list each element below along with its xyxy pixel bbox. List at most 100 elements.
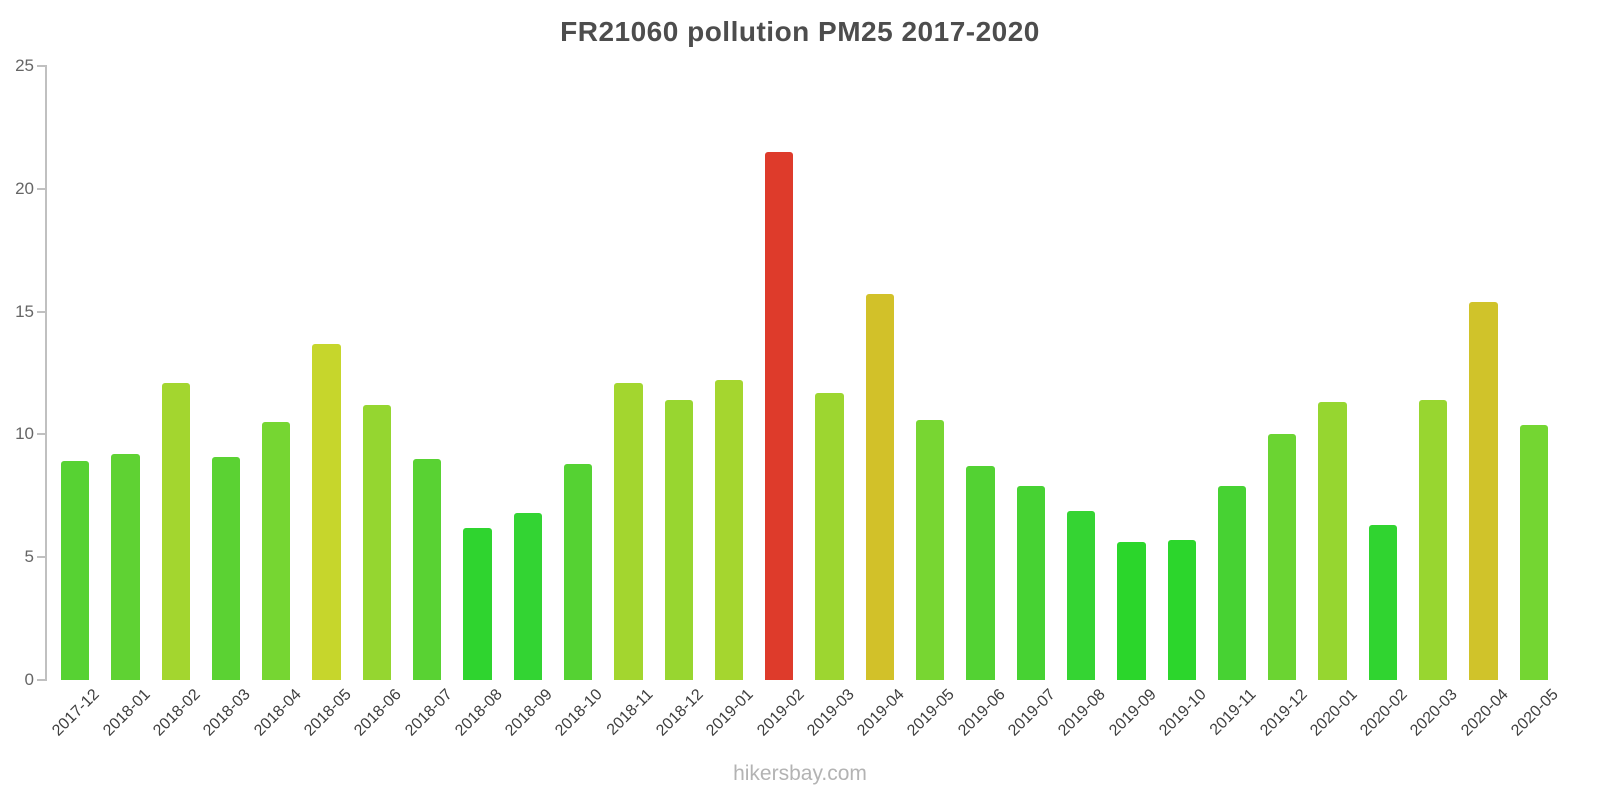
x-tick-label: 2019-09 (1105, 686, 1160, 740)
y-tick-label: 15 (15, 301, 34, 321)
bar-slot: 2019-01 (703, 66, 757, 740)
x-tick-label: 2019-03 (804, 686, 858, 740)
bar-slot: 2020-05 (1508, 66, 1562, 740)
bar-slot: 2020-01 (1307, 66, 1361, 740)
bar-slot: 2018-12 (653, 66, 707, 740)
bar-slot: 2019-05 (905, 66, 958, 740)
bar-slot: 2019-04 (854, 66, 908, 740)
bar-2018-02 (161, 382, 190, 680)
x-tick-label: 2018-08 (452, 686, 506, 740)
bar-2019-04 (865, 294, 895, 680)
x-tick-label: 2018-01 (99, 686, 154, 740)
bar-2019-09 (1117, 542, 1146, 680)
bar-2019-01 (714, 380, 744, 680)
x-tick-label: 2018-11 (603, 686, 657, 739)
y-tick-mark (37, 556, 47, 559)
x-tick-label: 2020-05 (1508, 686, 1562, 740)
bar-2018-07 (413, 458, 442, 680)
bar-2019-03 (815, 392, 844, 680)
bar-slot: 2018-06 (351, 66, 405, 740)
x-tick-label: 2019-01 (703, 686, 758, 740)
bar-slot: 2018-07 (402, 66, 455, 740)
bar-slot: 2020-04 (1458, 66, 1511, 740)
bar-2018-05 (312, 343, 341, 680)
x-tick-label: 2019-10 (1156, 686, 1210, 740)
x-tick-label: 2019-04 (854, 686, 908, 740)
x-tick-label: 2020-02 (1357, 686, 1411, 740)
x-tick-label: 2018-04 (250, 686, 305, 740)
bar-slot: 2019-10 (1156, 66, 1210, 740)
y-tick-label: 10 (15, 424, 34, 444)
bar-2020-02 (1368, 525, 1398, 680)
bar-slot: 2019-06 (955, 66, 1009, 740)
bar-2019-02 (765, 151, 794, 680)
x-tick-label: 2018-07 (401, 686, 456, 740)
bar-slot: 2018-05 (301, 66, 355, 740)
bar-2018-10 (563, 463, 593, 680)
bar-2018-12 (664, 400, 693, 680)
plot-area: 2017-12 2018-01 2018-02 2018-03 2018-04 2018-… (15, 56, 1562, 740)
bar-2019-05 (916, 419, 945, 680)
x-tick-label: 2019-12 (1256, 686, 1311, 740)
bar-2020-01 (1318, 402, 1347, 680)
x-tick-label: 2019-06 (954, 686, 1009, 740)
bar-slot: 2018-08 (452, 66, 506, 740)
bar-2019-07 (1016, 485, 1045, 680)
chart-title: FR21060 pollution PM25 2017-2020 (560, 16, 1040, 47)
bar-2018-04 (262, 422, 291, 680)
bar-slot: 2018-01 (100, 66, 153, 740)
bar-slot: 2018-03 (201, 66, 254, 740)
bar-slot: 2018-04 (251, 66, 304, 740)
x-tick-label: 2018-12 (653, 686, 707, 740)
bar-2018-01 (111, 454, 140, 680)
x-tick-label: 2018-03 (200, 686, 255, 740)
x-tick-label: 2018-05 (301, 686, 355, 740)
bar-slot: 2017-12 (50, 66, 103, 740)
watermark: hikersbay.com (733, 762, 867, 785)
bar-slot: 2019-08 (1056, 66, 1109, 740)
bar-2018-11 (614, 382, 643, 680)
bar-2019-06 (966, 466, 995, 680)
y-tick-label: 25 (15, 56, 34, 75)
bar-2018-09 (513, 513, 542, 680)
x-tick-label: 2020-04 (1457, 686, 1512, 740)
y-tick-label: 0 (24, 670, 34, 689)
x-tick-label: 2019-08 (1055, 686, 1110, 740)
bar-2020-03 (1419, 400, 1448, 680)
x-tick-label: 2018-02 (150, 686, 204, 740)
bar-slot: 2020-03 (1408, 66, 1461, 740)
bar-slot: 2019-07 (1005, 66, 1059, 740)
x-tick-label: 2018-06 (351, 686, 405, 740)
x-tick-label: 2020-03 (1407, 686, 1462, 740)
y-tick-label: 20 (15, 178, 34, 198)
x-tick-label: 2019-05 (904, 686, 959, 740)
bar-slot: 2018-09 (502, 66, 556, 740)
y-tick-mark (37, 310, 47, 313)
bar-2018-08 (463, 527, 492, 680)
bar-slot: 2018-10 (553, 66, 606, 740)
x-tick-label: 2018-10 (552, 686, 607, 740)
y-tick-mark (37, 433, 47, 436)
x-tick-label: 2019-11 (1207, 686, 1261, 739)
x-tick-label: 2017-12 (49, 686, 104, 740)
y-tick-mark (37, 187, 47, 190)
bar-slot: 2020-02 (1357, 66, 1411, 740)
x-tick-label: 2020-01 (1307, 686, 1361, 740)
y-tick-label: 5 (24, 547, 34, 567)
bar-2017-12 (61, 461, 90, 680)
bar-slot: 2018-11 (604, 66, 656, 739)
bar-2018-06 (362, 404, 392, 680)
bar-slot: 2019-03 (804, 66, 858, 740)
bar-slot: 2019-11 (1207, 66, 1260, 739)
bars: 2017-12 2018-01 2018-02 2018-03 2018-04 2018-… (47, 66, 1562, 740)
y-tick-mark (37, 679, 47, 681)
bar-2019-10 (1167, 540, 1196, 680)
x-tick-label: 2019-07 (1005, 686, 1059, 740)
bar-2019-08 (1066, 510, 1096, 680)
bar-slot: 2019-09 (1106, 66, 1159, 740)
bar-2019-12 (1268, 434, 1297, 680)
bar-slot: 2019-02 (754, 66, 807, 740)
bar-2018-03 (211, 456, 241, 680)
y-tick-mark (37, 65, 47, 67)
